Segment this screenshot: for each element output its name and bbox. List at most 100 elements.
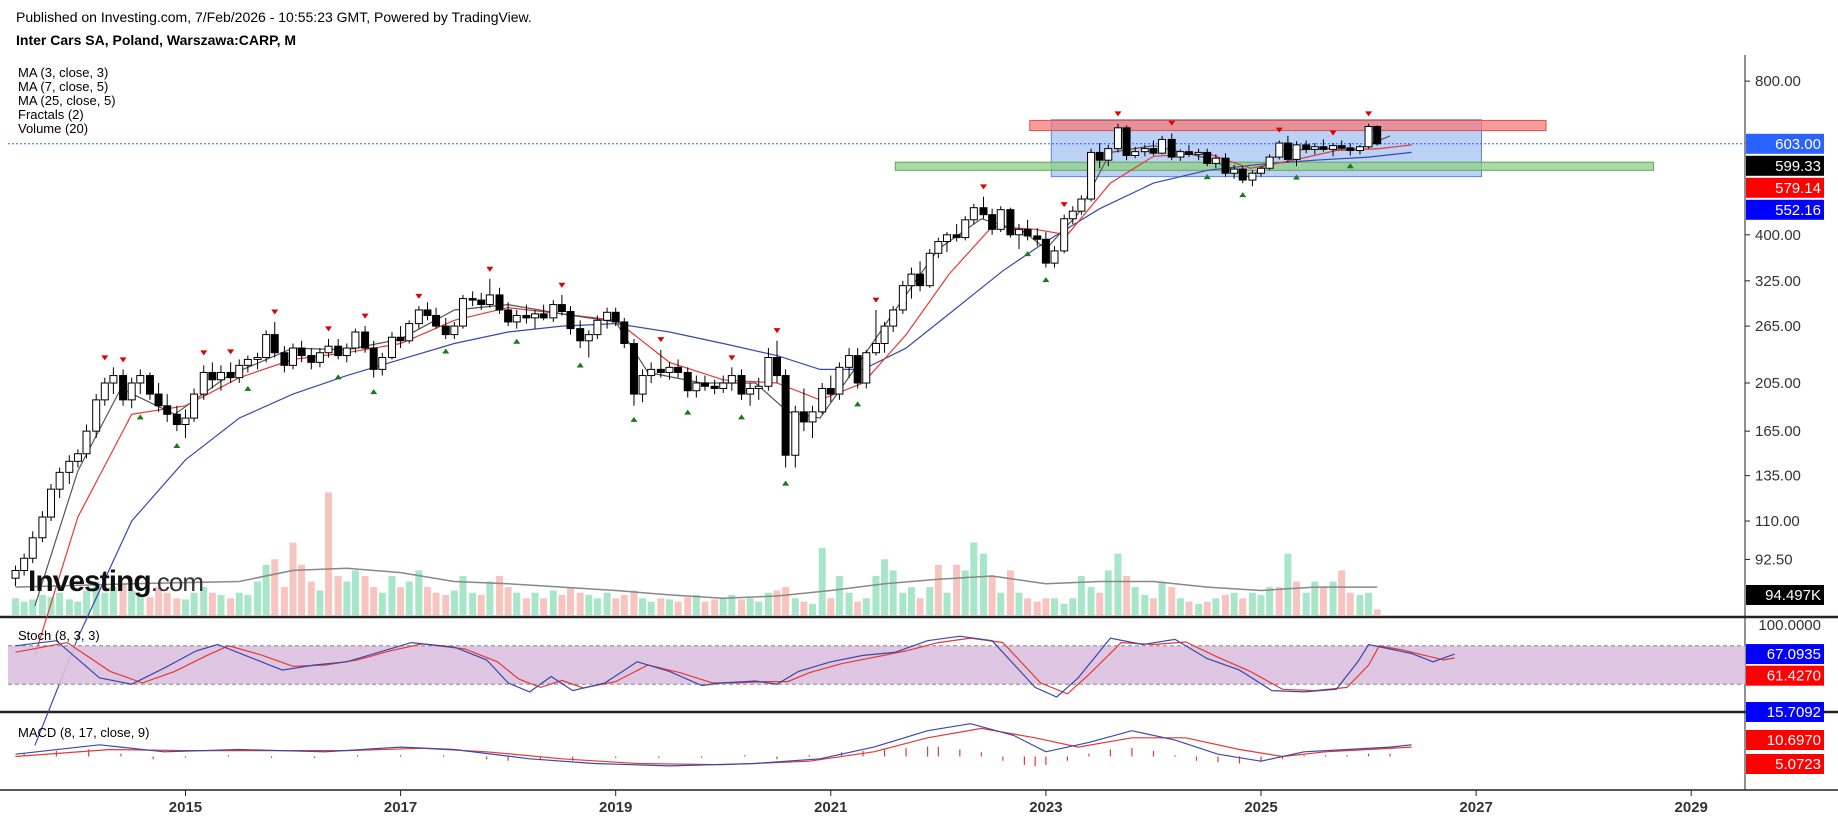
price-tick-label: 205.00 <box>1755 375 1801 392</box>
candle-body <box>1230 168 1239 174</box>
candle-body <box>82 430 91 455</box>
indicator-fractals[interactable]: Fractals (2) <box>18 107 84 122</box>
candle-body <box>611 311 620 323</box>
volume-bar <box>728 594 736 615</box>
volume-bar <box>1096 592 1104 615</box>
volume-bar <box>469 592 477 615</box>
candle-body <box>638 375 647 395</box>
price-tick-label: 800.00 <box>1755 73 1801 90</box>
fractal-down-marker <box>1346 163 1354 169</box>
candle-body <box>871 342 880 354</box>
volume-bar <box>657 598 665 615</box>
time-tick-label: 2029 <box>1675 799 1708 816</box>
candle-body <box>557 304 566 313</box>
indicator-ma25[interactable]: MA (25, close, 5) <box>18 93 116 108</box>
candle-body <box>361 331 370 349</box>
candle-body <box>566 311 575 330</box>
volume-bar <box>845 592 853 615</box>
fractal-down-marker <box>334 374 342 380</box>
volume-bar <box>1365 592 1373 615</box>
candle-body <box>477 299 486 306</box>
price-axis: 800.00 400.00 325.00 265.00 205.00 165.00 135.… <box>1745 73 1801 568</box>
candle-body <box>603 311 612 321</box>
volume-bar <box>1302 592 1310 615</box>
candle-body <box>495 294 504 311</box>
volume-bar <box>791 598 799 615</box>
macd-line <box>15 723 1412 767</box>
volume-bar <box>271 559 279 615</box>
fractal-down-marker <box>370 389 378 395</box>
candle-body <box>683 371 692 392</box>
fractal-down-marker <box>244 385 252 391</box>
candle-body <box>387 336 396 358</box>
candle-body <box>1257 167 1266 174</box>
candle-body <box>280 352 289 366</box>
candle-body <box>898 285 907 311</box>
candle-body <box>315 352 324 363</box>
candle-body <box>889 309 898 327</box>
candle-body <box>808 411 817 423</box>
fractal-up-marker <box>361 313 369 319</box>
price-label-2-text: 579.14 <box>1775 180 1821 197</box>
candle-body <box>1346 147 1355 152</box>
macd-title[interactable]: MACD (8, 17, close, 9) <box>18 725 150 740</box>
time-tick-label: 2025 <box>1244 799 1277 816</box>
price-label-2: 579.14 <box>1746 177 1824 198</box>
fractal-down-marker <box>1024 251 1032 257</box>
candle-body <box>576 328 585 342</box>
volume-bar <box>235 592 243 615</box>
candle-body <box>853 355 862 384</box>
candle-body <box>38 516 47 539</box>
macd-signal-line <box>15 727 1412 766</box>
candle-body <box>907 273 916 287</box>
candle-body <box>674 366 683 373</box>
volume-bar <box>881 559 889 615</box>
candle-body <box>961 219 970 239</box>
fractal-up-marker <box>558 282 566 288</box>
candle-body <box>181 417 190 426</box>
volume-bar <box>1266 587 1274 615</box>
candle-body <box>692 382 701 392</box>
volume-bar <box>531 592 539 615</box>
volume-bar <box>755 601 763 615</box>
price-tick-label: 110.00 <box>1755 513 1800 530</box>
candle-body <box>1310 146 1319 150</box>
fractal-up-marker <box>101 355 109 361</box>
volume-bar <box>647 601 655 615</box>
volume-label-text: 94.497K <box>1765 587 1821 604</box>
volume-bar <box>477 594 485 615</box>
volume-bar <box>827 598 835 615</box>
candle-body <box>1087 151 1096 200</box>
candle-body <box>1006 209 1015 236</box>
candle-body <box>665 366 674 373</box>
indicator-volume[interactable]: Volume (20) <box>18 121 89 136</box>
candle-body <box>647 368 656 377</box>
candle-body <box>584 334 593 342</box>
volume-bar <box>540 598 548 615</box>
time-tick-label: 2021 <box>814 799 847 816</box>
volume-bar <box>953 564 961 615</box>
volume-bar <box>1284 553 1292 615</box>
volume-bar <box>388 575 396 615</box>
price-tick-label: 92.50 <box>1755 551 1793 568</box>
volume-bar <box>862 598 870 615</box>
volume-bar <box>47 597 55 615</box>
volume-bar <box>361 575 369 615</box>
indicator-ma3[interactable]: MA (3, close, 3) <box>18 65 109 80</box>
volume-label: 94.497K <box>1746 585 1824 605</box>
volume-bar <box>343 581 351 615</box>
volume-bar <box>1275 587 1283 615</box>
volume-bar <box>190 592 198 615</box>
volume-bar <box>1212 598 1220 615</box>
candle-body <box>55 471 64 490</box>
volume-bar <box>459 575 467 615</box>
logo-suffix: .com <box>150 567 204 597</box>
price-label-3: 552.16 <box>1746 199 1824 220</box>
stoch-title[interactable]: Stoch (8, 3, 3) <box>18 628 100 643</box>
indicator-ma7[interactable]: MA (7, close, 5) <box>18 79 109 94</box>
fractal-down-marker <box>738 414 746 420</box>
volume-bar <box>378 592 386 615</box>
volume-bar <box>370 587 378 615</box>
volume-bar <box>1006 570 1014 615</box>
